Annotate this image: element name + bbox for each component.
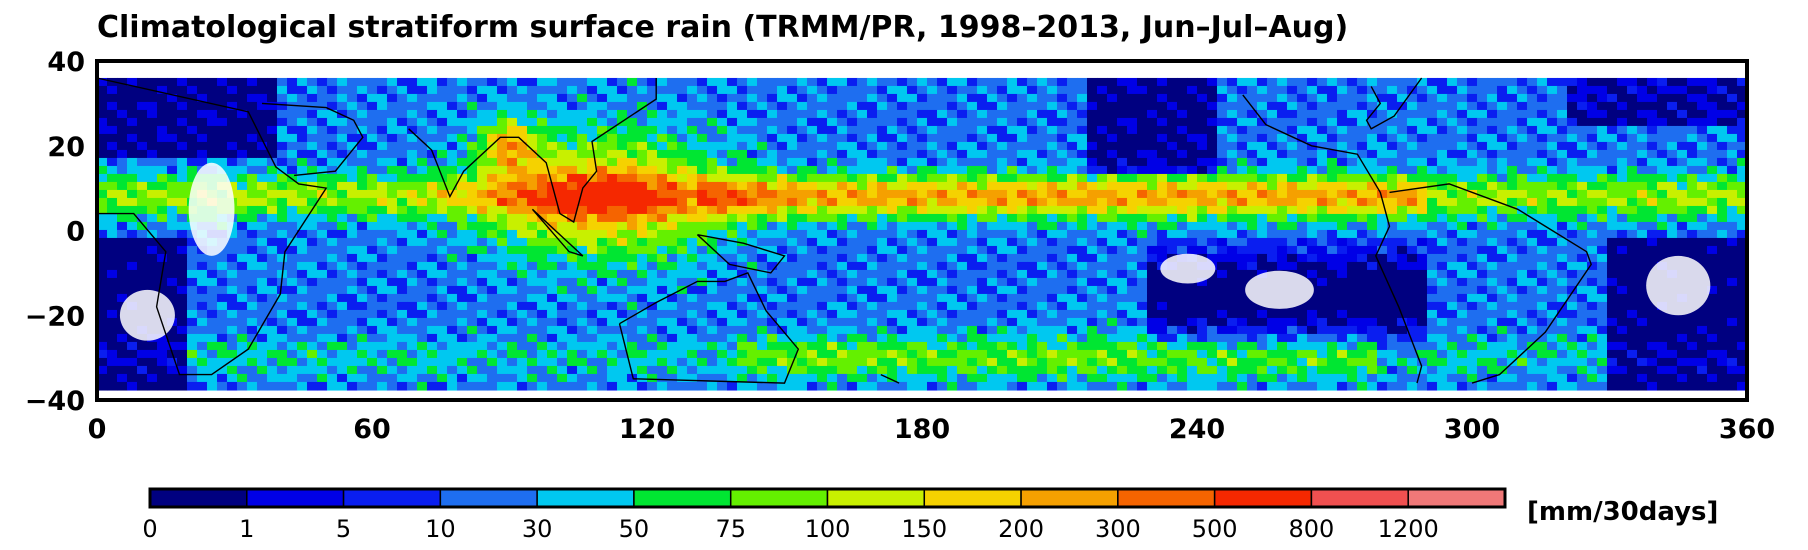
colorbar-swatch (729, 488, 829, 508)
colorbar-label: 150 (901, 515, 947, 543)
colorbar-swatch (149, 488, 248, 508)
colorbar-swatch (536, 488, 635, 508)
colorbar-swatch (1020, 488, 1119, 508)
colorbar: 0 1 5 10 30 50 75 100 150 200 300 500 800 1200 (142, 487, 1507, 543)
colorbar-swatch (439, 488, 538, 508)
colorbar-swatch (633, 488, 732, 508)
colorbar-label: 1200 (1378, 515, 1439, 543)
x-tick-label: 120 (619, 414, 675, 445)
colorbar-swatch (1407, 488, 1506, 508)
colorbar-swatch (342, 488, 442, 508)
y-tick-label: 0 (66, 217, 85, 248)
map-frame (95, 59, 1749, 402)
colorbar-swatch (826, 488, 926, 508)
y-tick-label: −40 (25, 386, 85, 417)
colorbar-label: 1 (239, 515, 254, 543)
y-tick-label: 20 (47, 132, 85, 163)
colorbar-swatch (1117, 488, 1216, 508)
colorbar-swatch (923, 488, 1022, 508)
y-tick-label: −20 (25, 301, 85, 332)
colorbar-swatch (1213, 488, 1313, 508)
colorbar-label: 50 (619, 515, 650, 543)
x-axis-ticks: 0 60 120 180 240 300 360 (88, 414, 1776, 445)
colorbar-label: 800 (1289, 515, 1335, 543)
colorbar-label: 100 (805, 515, 851, 543)
rainfall-field (97, 77, 1748, 391)
x-tick-label: 60 (353, 414, 391, 445)
figure-title: Climatological stratiform surface rain (… (97, 10, 1348, 45)
colorbar-frame (148, 487, 1507, 509)
colorbar-swatch (246, 488, 345, 508)
x-tick-label: 300 (1444, 414, 1500, 445)
coastlines (96, 77, 1592, 384)
colorbar-label: 500 (1192, 515, 1238, 543)
y-tick-label: 40 (47, 47, 85, 78)
colorbar-label: 75 (715, 515, 746, 543)
x-tick-label: 240 (1169, 414, 1225, 445)
colorbar-label: 30 (522, 515, 553, 543)
colorbar-label: 5 (336, 515, 351, 543)
rainfall-map: 0 60 120 180 240 300 360 40 20 0 −20 −40 (25, 47, 1775, 445)
colorbar-label: 300 (1095, 515, 1141, 543)
colorbar-label: 0 (142, 515, 157, 543)
x-tick-label: 0 (88, 414, 107, 445)
y-axis-ticks: 40 20 0 −20 −40 (25, 47, 85, 417)
colorbar-label: 200 (998, 515, 1044, 543)
x-tick-label: 180 (894, 414, 950, 445)
colorbar-swatch (1310, 488, 1409, 508)
colorbar-label: 10 (425, 515, 456, 543)
colorbar-units: [mm/30days] (1527, 497, 1718, 527)
x-tick-label: 360 (1719, 414, 1775, 445)
